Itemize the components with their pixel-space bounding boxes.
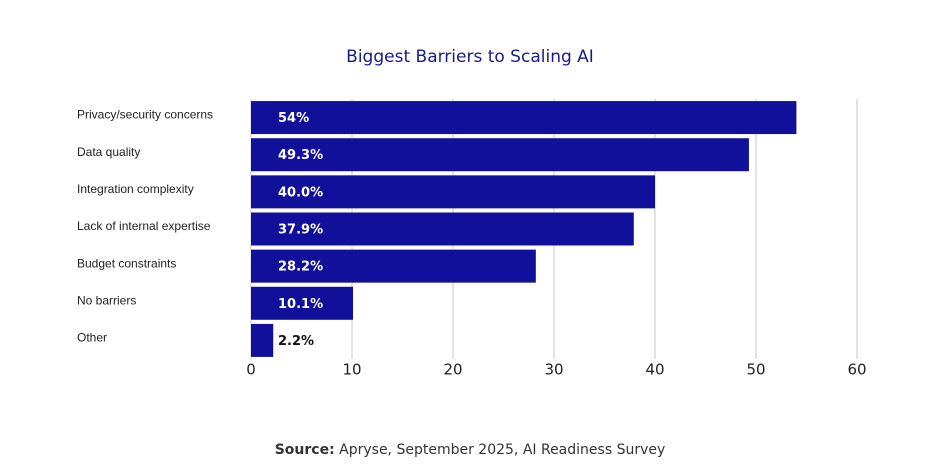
bar <box>251 286 354 320</box>
x-tick-label: 10 <box>342 361 361 379</box>
x-tick-label: 40 <box>645 361 664 379</box>
x-tick-label: 20 <box>443 361 462 379</box>
bar <box>251 212 634 246</box>
chart-title: Biggest Barriers to Scaling AI <box>346 47 594 67</box>
value-label: 2.2% <box>278 334 314 349</box>
y-tick-label: Data quality <box>77 145 140 159</box>
value-label: 10.1% <box>278 297 323 312</box>
bar <box>251 175 655 209</box>
value-label: 49.3% <box>278 148 323 163</box>
value-label: 37.9% <box>278 223 323 238</box>
value-label: 28.2% <box>278 260 323 275</box>
bar <box>251 101 797 135</box>
y-tick-label: No barriers <box>77 293 136 307</box>
source-label: Source: <box>275 442 335 458</box>
bar <box>251 249 536 283</box>
x-tick-label: 50 <box>746 361 765 379</box>
bar <box>251 138 749 172</box>
y-tick-label: Budget constraints <box>77 256 176 270</box>
y-tick-label: Lack of internal expertise <box>77 219 211 233</box>
value-label: 40.0% <box>278 185 323 200</box>
x-tick-label: 0 <box>246 361 256 379</box>
bar <box>251 323 274 357</box>
y-tick-label: Privacy/security concerns <box>77 108 213 122</box>
y-tick-label: Other <box>77 331 107 345</box>
y-tick-label: Integration complexity <box>77 182 194 196</box>
source-text: Apryse, September 2025, AI Readiness Sur… <box>339 442 665 458</box>
x-tick-label: 60 <box>847 361 866 379</box>
x-tick-label: 30 <box>544 361 563 379</box>
source: Source: Apryse, September 2025, AI Readi… <box>275 442 666 458</box>
value-label: 54% <box>278 111 309 126</box>
